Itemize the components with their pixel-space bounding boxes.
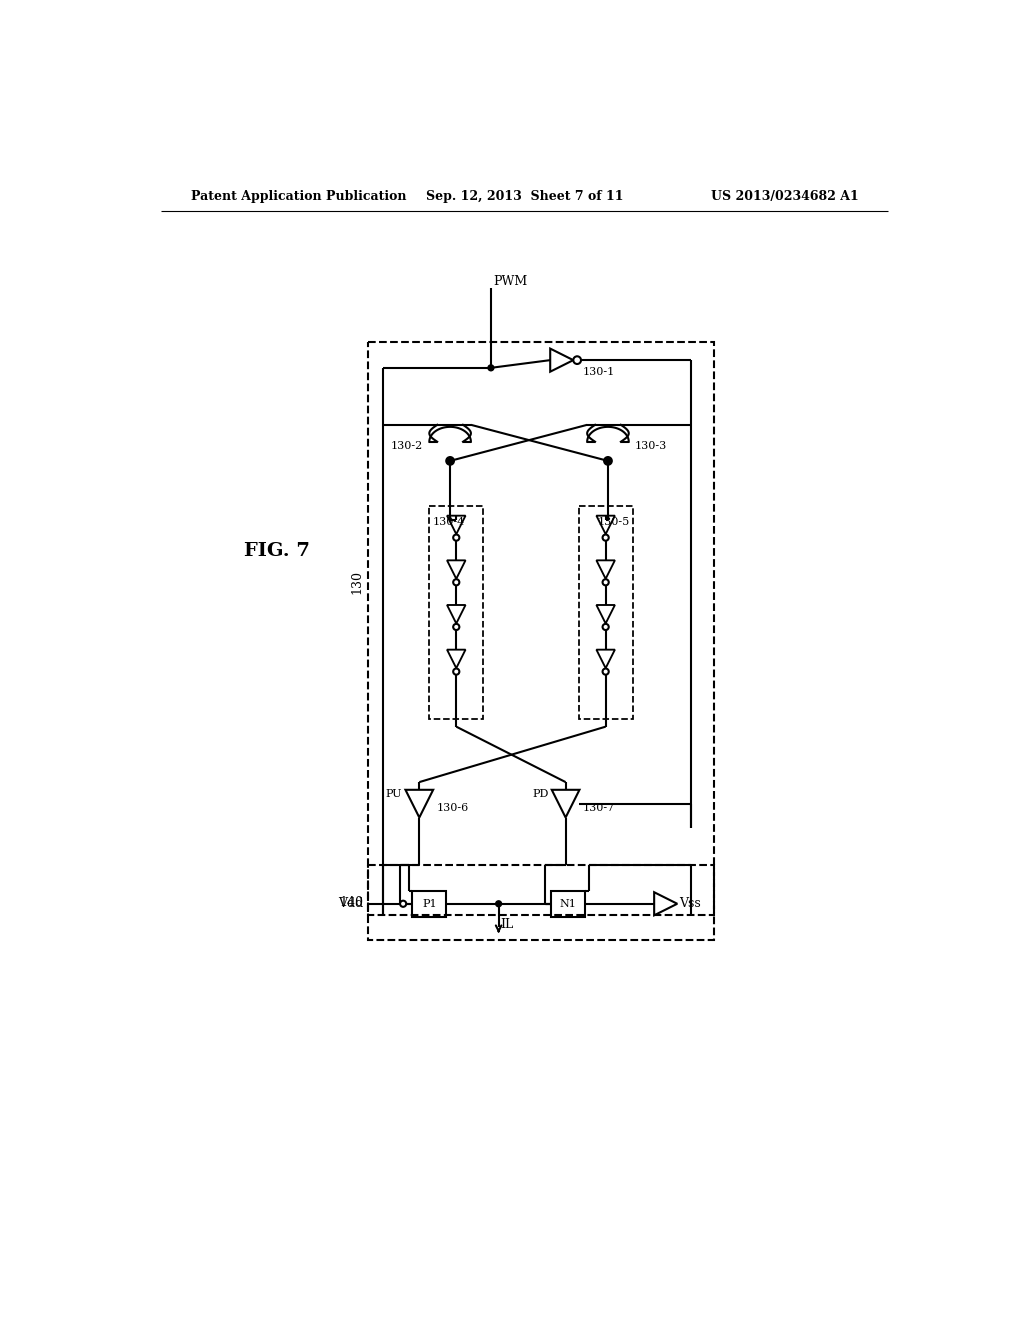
- Circle shape: [602, 624, 608, 630]
- Text: PU: PU: [386, 789, 402, 800]
- Circle shape: [496, 900, 502, 907]
- Text: 130-7: 130-7: [583, 803, 614, 813]
- Circle shape: [400, 900, 407, 907]
- Text: 130-6: 130-6: [436, 803, 469, 813]
- Circle shape: [447, 458, 453, 463]
- Text: FIG. 7: FIG. 7: [244, 543, 310, 560]
- Circle shape: [604, 457, 611, 465]
- Circle shape: [602, 668, 608, 675]
- Text: 130-5: 130-5: [597, 517, 630, 527]
- Text: Vss: Vss: [680, 898, 701, 911]
- Circle shape: [573, 356, 581, 364]
- Text: 140: 140: [339, 896, 364, 909]
- Text: 130-4: 130-4: [432, 517, 465, 527]
- Text: 130-2: 130-2: [391, 441, 423, 450]
- Circle shape: [454, 624, 460, 630]
- Text: 130: 130: [350, 570, 364, 594]
- Circle shape: [454, 668, 460, 675]
- Text: Vdd: Vdd: [339, 898, 364, 911]
- Text: 130-1: 130-1: [583, 367, 614, 378]
- Text: Sep. 12, 2013  Sheet 7 of 11: Sep. 12, 2013 Sheet 7 of 11: [426, 190, 624, 203]
- Text: US 2013/0234682 A1: US 2013/0234682 A1: [712, 190, 859, 203]
- Circle shape: [446, 457, 454, 465]
- Circle shape: [488, 364, 494, 371]
- Text: Patent Application Publication: Patent Application Publication: [190, 190, 407, 203]
- Circle shape: [605, 458, 611, 463]
- Circle shape: [454, 535, 460, 541]
- Text: 130-3: 130-3: [635, 441, 668, 450]
- Text: IL: IL: [500, 917, 513, 931]
- Text: PWM: PWM: [494, 275, 527, 288]
- Text: PD: PD: [532, 789, 549, 800]
- Text: N1: N1: [559, 899, 577, 908]
- Circle shape: [602, 535, 608, 541]
- Circle shape: [602, 579, 608, 585]
- Text: P1: P1: [422, 899, 436, 908]
- Circle shape: [454, 579, 460, 585]
